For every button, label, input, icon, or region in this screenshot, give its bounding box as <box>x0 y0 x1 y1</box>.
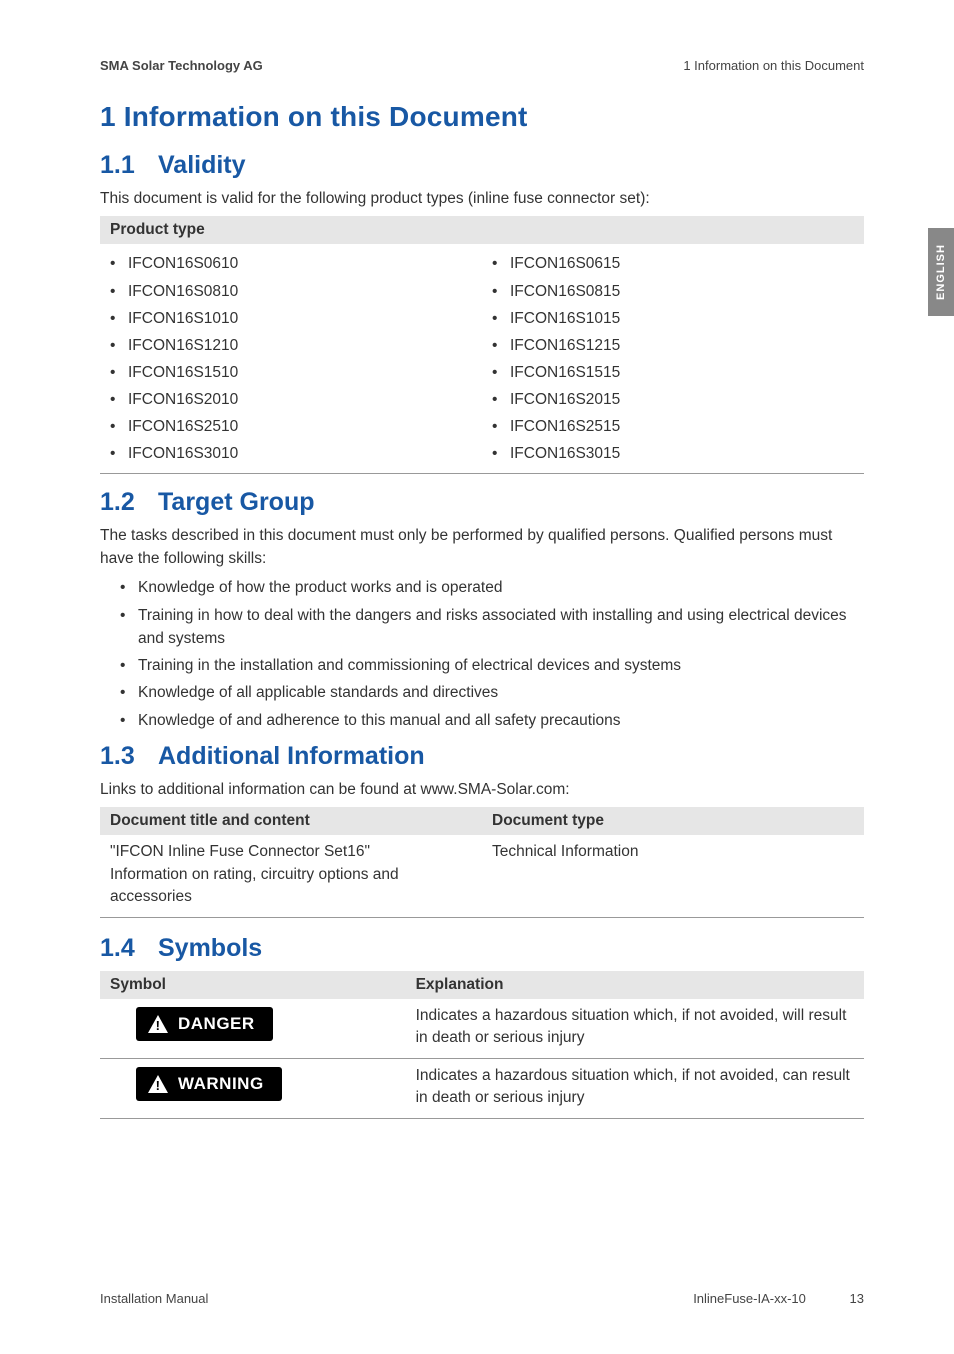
heading-num: 1.1 <box>100 151 158 180</box>
heading-target-group: 1.2Target Group <box>100 488 864 517</box>
table-row: ! WARNING Indicates a hazardous situatio… <box>100 1059 864 1119</box>
warning-triangle-icon: ! <box>148 1015 168 1033</box>
product-item: IFCON16S1215 <box>510 332 864 359</box>
product-type-table: IFCON16S0610 IFCON16S0810 IFCON16S1010 I… <box>100 244 864 474</box>
table-head: Document title and content Document type <box>100 807 864 835</box>
warning-badge: ! WARNING <box>136 1067 282 1102</box>
product-item: IFCON16S3010 <box>128 440 482 467</box>
product-item: IFCON16S0810 <box>128 278 482 305</box>
svg-text:!: ! <box>156 1018 161 1033</box>
product-item: IFCON16S2515 <box>510 413 864 440</box>
table-row: "IFCON Inline Fuse Connector Set16" Info… <box>100 835 864 917</box>
list-item: Training in how to deal with the dangers… <box>138 604 864 651</box>
badge-label: DANGER <box>178 1012 255 1037</box>
target-group-intro: The tasks described in this document mus… <box>100 525 864 570</box>
col-head-symbol: Symbol <box>100 971 406 999</box>
product-item: IFCON16S1210 <box>128 332 482 359</box>
product-type-head: Product type <box>100 216 864 244</box>
heading-text: Additional Information <box>158 742 425 770</box>
col-head-type: Document type <box>482 807 864 835</box>
cell-symbol: ! DANGER <box>100 999 406 1058</box>
heading-additional-info: 1.3Additional Information <box>100 742 864 771</box>
cell-explanation: Indicates a hazardous situation which, i… <box>406 999 864 1058</box>
table-head: Symbol Explanation <box>100 971 864 999</box>
cell-explanation: Indicates a hazardous situation which, i… <box>406 1059 864 1118</box>
heading-num: 1.4 <box>100 934 158 963</box>
product-item: IFCON16S0815 <box>510 278 864 305</box>
list-item: Training in the installation and commiss… <box>138 654 864 677</box>
running-header: SMA Solar Technology AG 1 Information on… <box>100 58 864 73</box>
footer-left: Installation Manual <box>100 1291 208 1306</box>
product-col-left: IFCON16S0610 IFCON16S0810 IFCON16S1010 I… <box>100 250 482 467</box>
page: SMA Solar Technology AG 1 Information on… <box>0 0 954 1354</box>
footer-doc-id: InlineFuse-IA-xx-10 <box>693 1291 806 1306</box>
product-item: IFCON16S0610 <box>128 250 482 277</box>
heading-num: 1.3 <box>100 742 158 771</box>
product-item: IFCON16S3015 <box>510 440 864 467</box>
doc-desc: Information on rating, circuitry options… <box>110 864 472 909</box>
list-item: Knowledge of all applicable standards an… <box>138 681 864 704</box>
target-group-list: Knowledge of how the product works and i… <box>100 576 864 732</box>
col-head-explanation: Explanation <box>406 971 864 999</box>
table-row: ! DANGER Indicates a hazardous situation… <box>100 999 864 1059</box>
warning-triangle-icon: ! <box>148 1075 168 1093</box>
symbols-table: Symbol Explanation ! DANGER Indicates a … <box>100 971 864 1119</box>
product-item: IFCON16S1510 <box>128 359 482 386</box>
heading-text: Target Group <box>158 488 314 516</box>
cell-type: Technical Information <box>482 835 864 916</box>
product-item: IFCON16S1015 <box>510 305 864 332</box>
doc-title: "IFCON Inline Fuse Connector Set16" <box>110 841 472 863</box>
header-section: 1 Information on this Document <box>683 58 864 73</box>
product-item: IFCON16S0615 <box>510 250 864 277</box>
product-item: IFCON16S2510 <box>128 413 482 440</box>
cell-title: "IFCON Inline Fuse Connector Set16" Info… <box>100 835 482 916</box>
footer-page-number: 13 <box>850 1291 864 1306</box>
list-item: Knowledge of and adherence to this manua… <box>138 709 864 732</box>
cell-symbol: ! WARNING <box>100 1059 406 1118</box>
product-item: IFCON16S1515 <box>510 359 864 386</box>
product-col-right: IFCON16S0615 IFCON16S0815 IFCON16S1015 I… <box>482 250 864 467</box>
product-item: IFCON16S1010 <box>128 305 482 332</box>
heading-text: Symbols <box>158 934 262 962</box>
danger-badge: ! DANGER <box>136 1007 273 1042</box>
product-item: IFCON16S2010 <box>128 386 482 413</box>
running-footer: Installation Manual InlineFuse-IA-xx-10 … <box>100 1291 864 1306</box>
heading-text: Validity <box>158 151 246 179</box>
list-item: Knowledge of how the product works and i… <box>138 576 864 599</box>
heading-validity: 1.1Validity <box>100 151 864 180</box>
col-head-title: Document title and content <box>100 807 482 835</box>
footer-right: InlineFuse-IA-xx-10 13 <box>693 1291 864 1306</box>
additional-info-intro: Links to additional information can be f… <box>100 779 864 801</box>
heading-num: 1.2 <box>100 488 158 517</box>
header-company: SMA Solar Technology AG <box>100 58 263 73</box>
product-item: IFCON16S2015 <box>510 386 864 413</box>
badge-label: WARNING <box>178 1072 264 1097</box>
validity-intro: This document is valid for the following… <box>100 188 864 210</box>
page-title: 1 Information on this Document <box>100 101 864 133</box>
heading-symbols: 1.4Symbols <box>100 934 864 963</box>
svg-text:!: ! <box>156 1078 161 1093</box>
additional-info-table: Document title and content Document type… <box>100 807 864 917</box>
